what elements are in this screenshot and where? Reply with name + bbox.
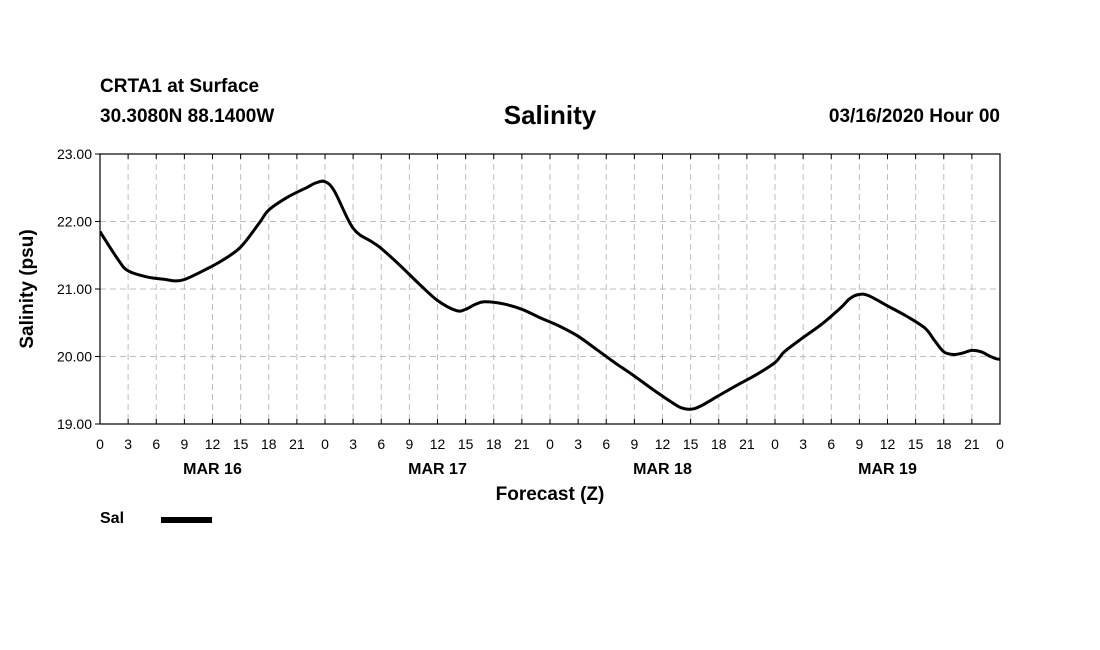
x-day-label: MAR 17 bbox=[408, 461, 467, 478]
y-tick-label: 22.00 bbox=[57, 214, 92, 230]
x-tick-label: 15 bbox=[458, 436, 474, 452]
x-tick-label: 15 bbox=[683, 436, 699, 452]
x-tick-label: 9 bbox=[855, 436, 863, 452]
station-coordinates: 30.3080N 88.1400W bbox=[100, 106, 275, 127]
x-tick-label: 12 bbox=[880, 436, 896, 452]
x-tick-label: 18 bbox=[261, 436, 277, 452]
x-tick-label: 18 bbox=[486, 436, 502, 452]
x-tick-label: 21 bbox=[964, 436, 980, 452]
x-tick-label: 15 bbox=[908, 436, 924, 452]
x-tick-label: 9 bbox=[630, 436, 638, 452]
x-tick-label: 6 bbox=[827, 436, 835, 452]
x-day-label: MAR 19 bbox=[858, 461, 917, 478]
x-tick-label: 12 bbox=[655, 436, 671, 452]
x-tick-label: 3 bbox=[574, 436, 582, 452]
x-tick-label: 6 bbox=[152, 436, 160, 452]
x-axis-label: Forecast (Z) bbox=[496, 484, 605, 505]
x-tick-label: 6 bbox=[602, 436, 610, 452]
forecast-timestamp: 03/16/2020 Hour 00 bbox=[828, 106, 1000, 127]
x-tick-label: 0 bbox=[546, 436, 554, 452]
legend-swatch bbox=[161, 517, 212, 523]
x-tick-label: 6 bbox=[377, 436, 385, 452]
x-day-label: MAR 16 bbox=[183, 461, 242, 478]
x-tick-label: 3 bbox=[349, 436, 357, 452]
x-tick-label: 12 bbox=[205, 436, 221, 452]
x-tick-label: 9 bbox=[405, 436, 413, 452]
x-tick-label: 0 bbox=[771, 436, 779, 452]
y-axis-label: Salinity (psu) bbox=[17, 229, 38, 348]
station-label: CRTA1 at Surface bbox=[100, 76, 260, 97]
series-line-sal bbox=[100, 179, 1000, 411]
x-tick-label: 21 bbox=[289, 436, 305, 452]
y-tick-label: 21.00 bbox=[57, 281, 92, 297]
x-tick-label: 21 bbox=[514, 436, 530, 452]
y-tick-label: 20.00 bbox=[57, 349, 92, 365]
x-tick-label: 0 bbox=[321, 436, 329, 452]
chart-title: Salinity bbox=[503, 100, 597, 130]
legend-label: Sal bbox=[100, 510, 125, 527]
x-tick-label: 18 bbox=[711, 436, 727, 452]
x-tick-label: 3 bbox=[799, 436, 807, 452]
x-tick-label: 0 bbox=[96, 436, 104, 452]
x-tick-label: 0 bbox=[996, 436, 1004, 452]
x-tick-label: 3 bbox=[124, 436, 132, 452]
x-tick-label: 12 bbox=[430, 436, 446, 452]
y-tick-label: 23.00 bbox=[57, 146, 92, 162]
y-tick-label: 19.00 bbox=[57, 416, 92, 432]
x-tick-label: 15 bbox=[233, 436, 249, 452]
x-tick-label: 9 bbox=[180, 436, 188, 452]
x-tick-label: 18 bbox=[936, 436, 952, 452]
x-day-label: MAR 18 bbox=[633, 461, 692, 478]
x-tick-label: 21 bbox=[739, 436, 755, 452]
plot-frame bbox=[99, 153, 1001, 425]
